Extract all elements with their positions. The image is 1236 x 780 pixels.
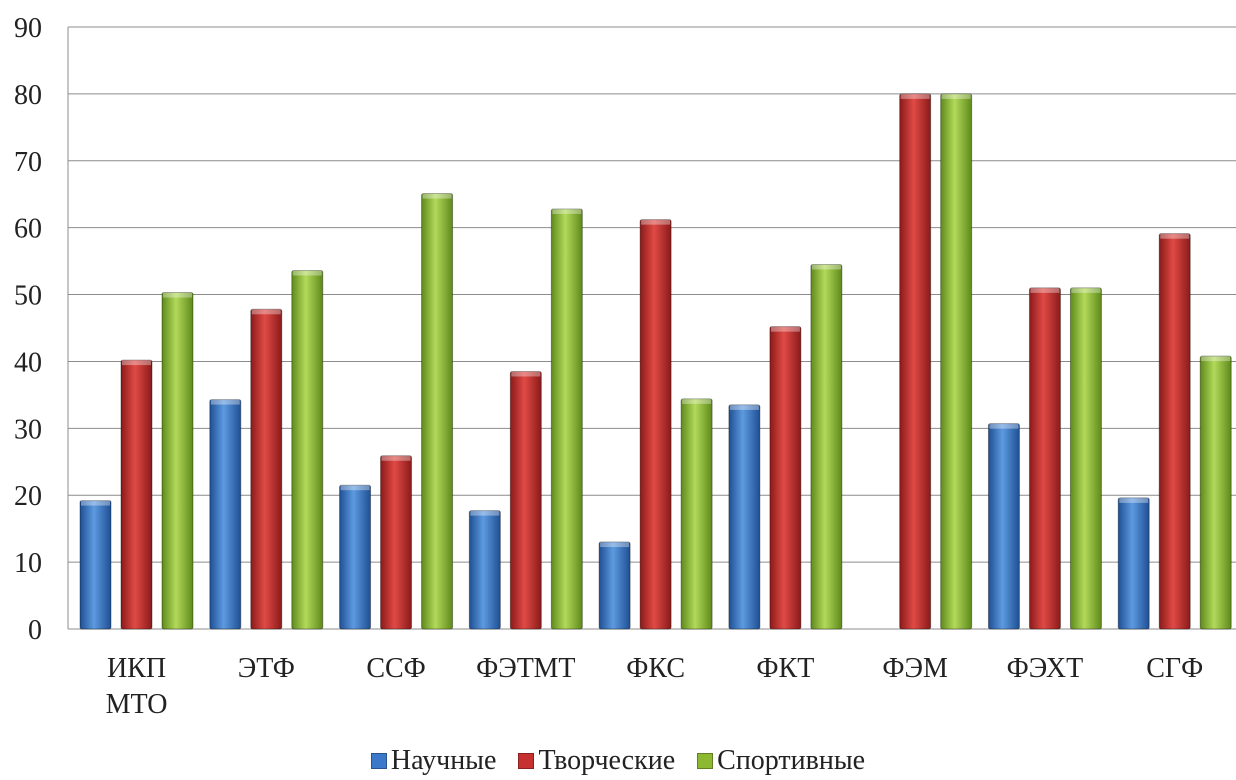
x-tick-label: ЭТФ xyxy=(238,653,295,684)
bar-top-highlight xyxy=(941,93,971,99)
bars xyxy=(79,93,1232,630)
bar-sportivnye xyxy=(550,208,583,630)
y-tick-label: 70 xyxy=(14,147,42,178)
bar-top-highlight xyxy=(770,326,800,332)
y-tick-label: 90 xyxy=(14,13,42,44)
bar-sportivnye xyxy=(161,292,194,630)
legend-item-tvorcheskie: Творческие xyxy=(518,745,675,777)
x-tick-label-line: ИКП xyxy=(107,653,166,684)
x-tick-label: ИКП МТО xyxy=(106,653,168,720)
bar-tvorcheskie xyxy=(250,308,283,630)
bar-top-highlight xyxy=(552,208,582,214)
bar-tvorcheskie xyxy=(509,370,542,630)
bar-top-highlight xyxy=(163,292,192,298)
bar-nauchnye xyxy=(209,399,242,630)
bar-nauchnye xyxy=(468,510,501,630)
legend-swatch-tvorcheskie xyxy=(518,753,535,769)
bar-nauchnye xyxy=(598,541,631,630)
x-tick-label-line: ФЭТМТ xyxy=(476,653,575,684)
legend: Научные Творческие Спортивные xyxy=(0,745,1236,777)
bar-sportivnye xyxy=(1199,355,1232,630)
bar-top-highlight xyxy=(251,309,281,315)
bar-nauchnye xyxy=(1117,497,1150,630)
x-tick-label-line: МТО xyxy=(106,689,168,720)
bar-top-highlight xyxy=(122,360,151,366)
legend-swatch-sportivnye xyxy=(697,753,714,769)
bar-top-highlight xyxy=(381,455,411,461)
legend-item-sportivnye: Спортивные xyxy=(697,745,865,777)
y-tick-label: 30 xyxy=(14,414,42,445)
bar-sportivnye xyxy=(680,398,713,630)
bar-top-highlight xyxy=(292,270,322,276)
bar-tvorcheskie xyxy=(639,219,672,630)
legend-swatch-nauchnye xyxy=(370,753,387,769)
bar-sportivnye xyxy=(1069,287,1102,630)
bar-top-highlight xyxy=(729,404,759,410)
y-tick-label: 20 xyxy=(14,481,42,512)
bar-tvorcheskie xyxy=(120,359,153,630)
x-tick-label: ФЭТМТ xyxy=(476,653,575,684)
bar-top-highlight xyxy=(210,399,240,405)
bar-nauchnye xyxy=(79,500,112,630)
bar-top-highlight xyxy=(1201,356,1231,362)
x-tick-label: ФКТ xyxy=(756,653,814,684)
bar-sportivnye xyxy=(291,269,324,630)
x-tick-label-line: ФЭХТ xyxy=(1007,653,1084,684)
bar-tvorcheskie xyxy=(380,455,413,630)
bar-top-highlight xyxy=(1160,233,1190,239)
x-tick-label: ССФ xyxy=(366,653,425,684)
legend-label-sportivnye: Спортивные xyxy=(717,745,866,776)
legend-item-nauchnye: Научные xyxy=(370,745,497,777)
x-tick-label-line: ФКС xyxy=(626,653,685,684)
y-tick-label: 60 xyxy=(14,214,42,245)
bar-top-highlight xyxy=(511,371,541,377)
x-tick-label-line: ФЭМ xyxy=(882,653,948,684)
bar-top-highlight xyxy=(989,423,1019,429)
legend-label-nauchnye: Научные xyxy=(390,745,497,776)
legend-label-tvorcheskie: Творческие xyxy=(538,745,676,776)
bar-tvorcheskie xyxy=(1158,233,1191,630)
x-tick-label-line: ЭТФ xyxy=(238,653,295,684)
x-tick-label-line: СГФ xyxy=(1146,653,1203,684)
bar-sportivnye xyxy=(940,93,973,630)
x-tick-label: ФЭХТ xyxy=(1007,653,1084,684)
bar-top-highlight xyxy=(81,500,110,506)
y-tick-label: 80 xyxy=(14,80,42,111)
bar-top-highlight xyxy=(422,193,452,199)
x-tick-label: ФКС xyxy=(626,653,685,684)
bar-nauchnye xyxy=(728,404,761,630)
y-tick-label: 50 xyxy=(14,281,42,312)
bar-top-highlight xyxy=(600,542,630,548)
bar-nauchnye xyxy=(987,423,1020,630)
x-axis-tick-labels: ИКП МТО ЭТФ ССФ ФЭТМТ ФКС ФКТ ФЭМ ФЭХТ СГФ xyxy=(106,653,1204,720)
bar-top-highlight xyxy=(682,398,712,404)
y-axis-tick-labels: 0 10 20 30 40 50 60 70 80 90 xyxy=(14,13,42,646)
x-tick-label: СГФ xyxy=(1146,653,1203,684)
bar-top-highlight xyxy=(1119,497,1149,503)
bar-top-highlight xyxy=(900,93,930,99)
bar-tvorcheskie xyxy=(1028,287,1061,630)
bar-tvorcheskie xyxy=(899,93,932,630)
bar-top-highlight xyxy=(1030,287,1060,293)
bar-top-highlight xyxy=(811,264,841,270)
x-tick-label-line: ФКТ xyxy=(756,653,814,684)
bar-sportivnye xyxy=(810,263,843,630)
bar-top-highlight xyxy=(470,510,500,516)
y-tick-label: 40 xyxy=(14,347,42,378)
bar-nauchnye xyxy=(339,484,372,630)
y-tick-label: 10 xyxy=(14,548,42,579)
x-tick-label: ФЭМ xyxy=(882,653,948,684)
bar-sportivnye xyxy=(421,193,454,630)
y-tick-label: 0 xyxy=(28,615,42,646)
bar-tvorcheskie xyxy=(769,326,802,630)
x-tick-label-line: ССФ xyxy=(366,653,425,684)
bar-top-highlight xyxy=(340,485,370,491)
bar-top-highlight xyxy=(641,219,671,225)
bar-top-highlight xyxy=(1071,287,1101,293)
bar-chart: 0 10 20 30 40 50 60 70 80 90 ИКП МТО ЭТФ ССФ ФЭТМТ ФКС… xyxy=(14,13,1236,720)
